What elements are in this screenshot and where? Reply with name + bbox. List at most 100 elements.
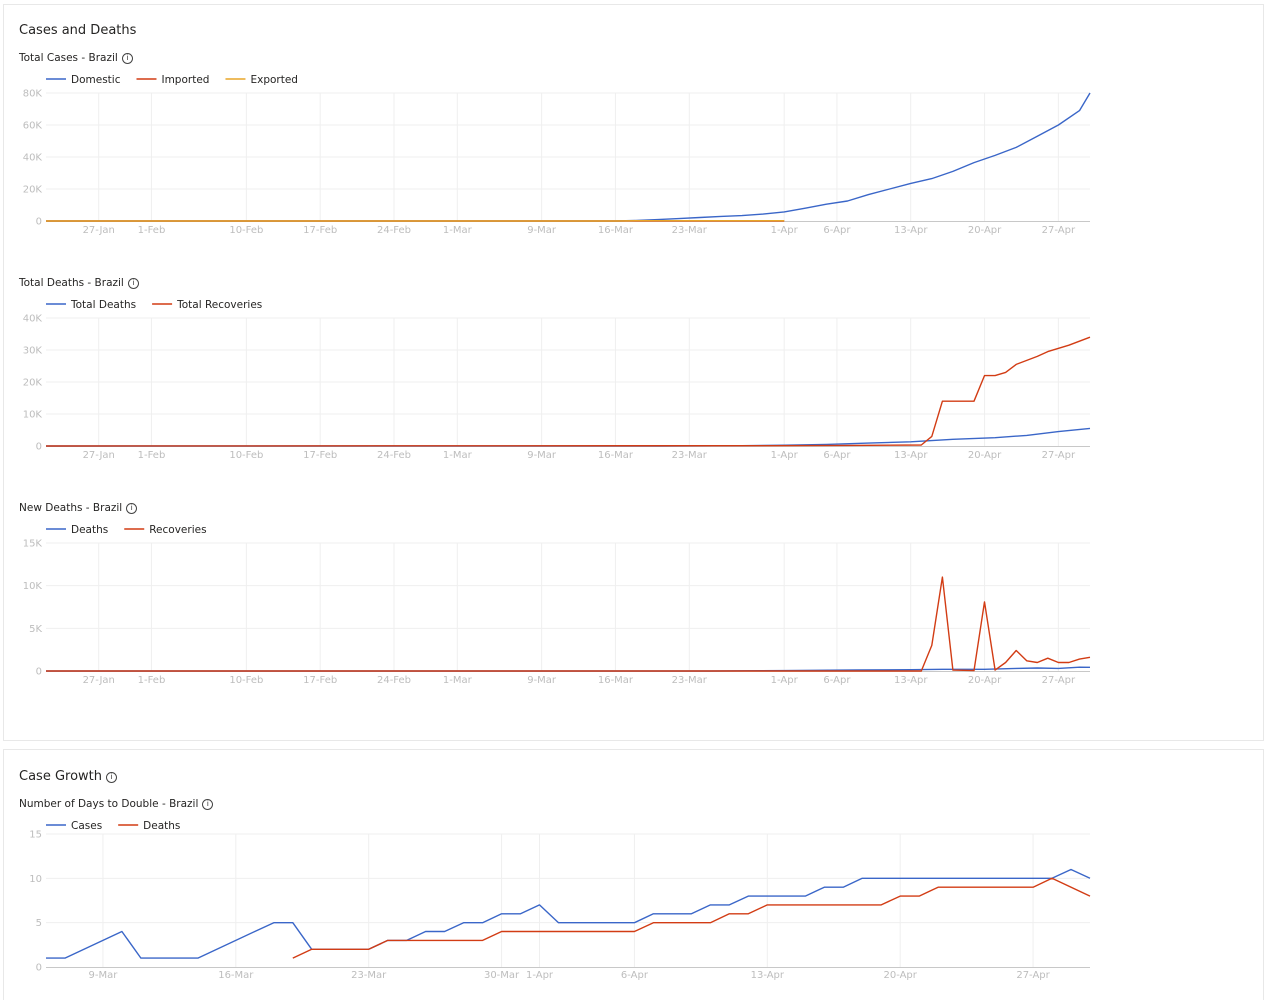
x-tick-label: 17-Feb xyxy=(303,675,337,686)
chart-title-total-deaths: Total Deaths - Brazil i xyxy=(19,277,139,289)
section-title-cases-deaths: Cases and Deaths xyxy=(19,23,137,38)
x-tick-label: 27-Apr xyxy=(1016,970,1050,981)
y-tick-label: 30K xyxy=(23,346,43,357)
legend-item-deaths[interactable]: Deaths xyxy=(46,524,108,536)
x-tick-label: 23-Mar xyxy=(672,675,708,686)
x-tick-label: 1-Feb xyxy=(138,450,166,461)
y-tick-label: 10 xyxy=(29,874,42,885)
y-tick-label: 0 xyxy=(36,217,42,228)
y-tick-label: 10K xyxy=(23,410,43,421)
legend-item-imported[interactable]: Imported xyxy=(136,74,209,86)
series-line-total-recoveries[interactable] xyxy=(45,336,1091,447)
x-tick-label: 1-Apr xyxy=(526,970,554,981)
x-tick-label: 13-Apr xyxy=(894,450,928,461)
case-growth-card: Case Growth i Number of Days to Double - … xyxy=(3,749,1264,1000)
legend-label: Deaths xyxy=(143,820,180,832)
legend-item-recoveries[interactable]: Recoveries xyxy=(124,524,207,536)
new-deaths-chart: 0 5K 10K 15K 27-Jan 1-Feb 10-Feb 17-Feb 24-Feb 1-… xyxy=(23,524,1091,686)
x-tick-label: 27-Jan xyxy=(83,675,115,686)
total-deaths-chart: 0 10K 20K 30K 40K 27-Jan 1-Feb 10-Feb 17-Feb 24-F… xyxy=(23,299,1091,461)
x-tick-label: 27-Apr xyxy=(1042,450,1076,461)
legend-item-deaths[interactable]: Deaths xyxy=(118,820,180,832)
y-tick-label: 40K xyxy=(23,314,43,325)
x-tick-label: 20-Apr xyxy=(968,225,1002,236)
x-tick-label: 13-Apr xyxy=(894,675,928,686)
series-line-cases[interactable] xyxy=(46,868,1091,959)
chart-title-total-cases-text: Total Cases - Brazil xyxy=(19,52,118,64)
y-tick-label: 0 xyxy=(36,963,42,974)
info-icon[interactable]: i xyxy=(106,772,118,783)
y-tick-label: 10K xyxy=(23,581,43,592)
days-to-double-chart: 0 5 10 15 9-Mar 16-Mar 23-Mar 30-Mar 1-Apr 6-Apr 1… xyxy=(29,820,1091,981)
section-title-case-growth-text: Case Growth xyxy=(19,769,103,784)
x-tick-label: 1-Mar xyxy=(443,450,473,461)
x-tick-label: 17-Feb xyxy=(303,225,337,236)
x-tick-label: 10-Feb xyxy=(229,225,263,236)
info-icon[interactable]: i xyxy=(202,799,214,810)
section-title-case-growth: Case Growth i xyxy=(19,769,118,784)
x-tick-label: 27-Apr xyxy=(1042,675,1076,686)
chart-title-new-deaths: New Deaths - Brazil i xyxy=(19,502,138,514)
cases-and-deaths-card: Cases and Deaths Total Cases - Brazil i 0… xyxy=(3,4,1264,741)
x-tick-label: 6-Apr xyxy=(823,675,851,686)
info-icon[interactable]: i xyxy=(126,503,138,514)
x-tick-label: 1-Mar xyxy=(443,675,473,686)
x-tick-label: 1-Mar xyxy=(443,225,473,236)
x-tick-label: 23-Mar xyxy=(672,225,708,236)
chart-title-days-to-double: Number of Days to Double - Brazil i xyxy=(19,798,214,810)
x-tick-label: 1-Feb xyxy=(138,225,166,236)
total-cases-chart: 0 20K 40K 60K 80K 27-Jan 1-Feb 10-Feb 17-Feb 24-F… xyxy=(23,74,1091,236)
x-tick-label: 27-Apr xyxy=(1042,225,1076,236)
x-tick-label: 6-Apr xyxy=(823,225,851,236)
info-icon[interactable]: i xyxy=(127,278,139,289)
x-tick-label: 16-Mar xyxy=(598,450,634,461)
x-tick-label: 27-Jan xyxy=(83,225,115,236)
y-tick-label: 20K xyxy=(23,378,43,389)
x-tick-label: 6-Apr xyxy=(621,970,649,981)
chart-title-days-to-double-text: Number of Days to Double - Brazil xyxy=(19,798,199,810)
y-tick-label: 15 xyxy=(29,830,42,841)
x-tick-label: 23-Mar xyxy=(672,450,708,461)
x-tick-label: 20-Apr xyxy=(968,450,1002,461)
legend-label: Total Deaths xyxy=(70,299,136,311)
y-tick-label: 5 xyxy=(36,918,42,929)
x-tick-label: 30-Mar xyxy=(484,970,520,981)
info-icon[interactable]: i xyxy=(121,53,133,64)
legend-label: Total Recoveries xyxy=(176,299,262,311)
legend-item-total-deaths[interactable]: Total Deaths xyxy=(46,299,136,311)
legend-label: Exported xyxy=(250,74,298,86)
x-tick-label: 1-Apr xyxy=(771,450,799,461)
x-tick-label: 10-Feb xyxy=(229,675,263,686)
x-tick-label: 17-Feb xyxy=(303,450,337,461)
y-tick-label: 15K xyxy=(23,539,43,550)
series-line-recoveries[interactable] xyxy=(46,576,1091,672)
x-tick-label: 13-Apr xyxy=(894,225,928,236)
x-tick-label: 9-Mar xyxy=(527,450,557,461)
x-tick-label: 9-Mar xyxy=(527,225,557,236)
legend-label: Cases xyxy=(71,820,102,832)
legend-item-total-recoveries[interactable]: Total Recoveries xyxy=(152,299,262,311)
legend-label: Domestic xyxy=(71,74,121,86)
x-tick-label: 1-Apr xyxy=(771,225,799,236)
x-tick-label: 16-Mar xyxy=(598,225,634,236)
chart-title-total-cases: Total Cases - Brazil i xyxy=(19,52,133,64)
x-tick-label: 1-Feb xyxy=(138,675,166,686)
x-tick-label: 6-Apr xyxy=(823,450,851,461)
legend-label: Recoveries xyxy=(149,524,206,536)
x-tick-label: 16-Mar xyxy=(218,970,254,981)
x-tick-label: 24-Feb xyxy=(377,225,411,236)
series-line-deaths[interactable] xyxy=(292,877,1091,959)
x-tick-label: 10-Feb xyxy=(229,450,263,461)
legend-item-exported[interactable]: Exported xyxy=(225,74,298,86)
y-tick-label: 60K xyxy=(23,121,43,132)
y-tick-label: 0 xyxy=(36,442,42,453)
legend-item-domestic[interactable]: Domestic xyxy=(46,74,121,86)
y-tick-label: 0 xyxy=(36,667,42,678)
x-tick-label: 20-Apr xyxy=(883,970,917,981)
x-tick-label: 23-Mar xyxy=(351,970,387,981)
series-line-domestic[interactable] xyxy=(46,92,1091,222)
legend-item-cases[interactable]: Cases xyxy=(46,820,102,832)
legend-label: Imported xyxy=(161,74,209,86)
x-tick-label: 16-Mar xyxy=(598,675,634,686)
x-tick-label: 27-Jan xyxy=(83,450,115,461)
